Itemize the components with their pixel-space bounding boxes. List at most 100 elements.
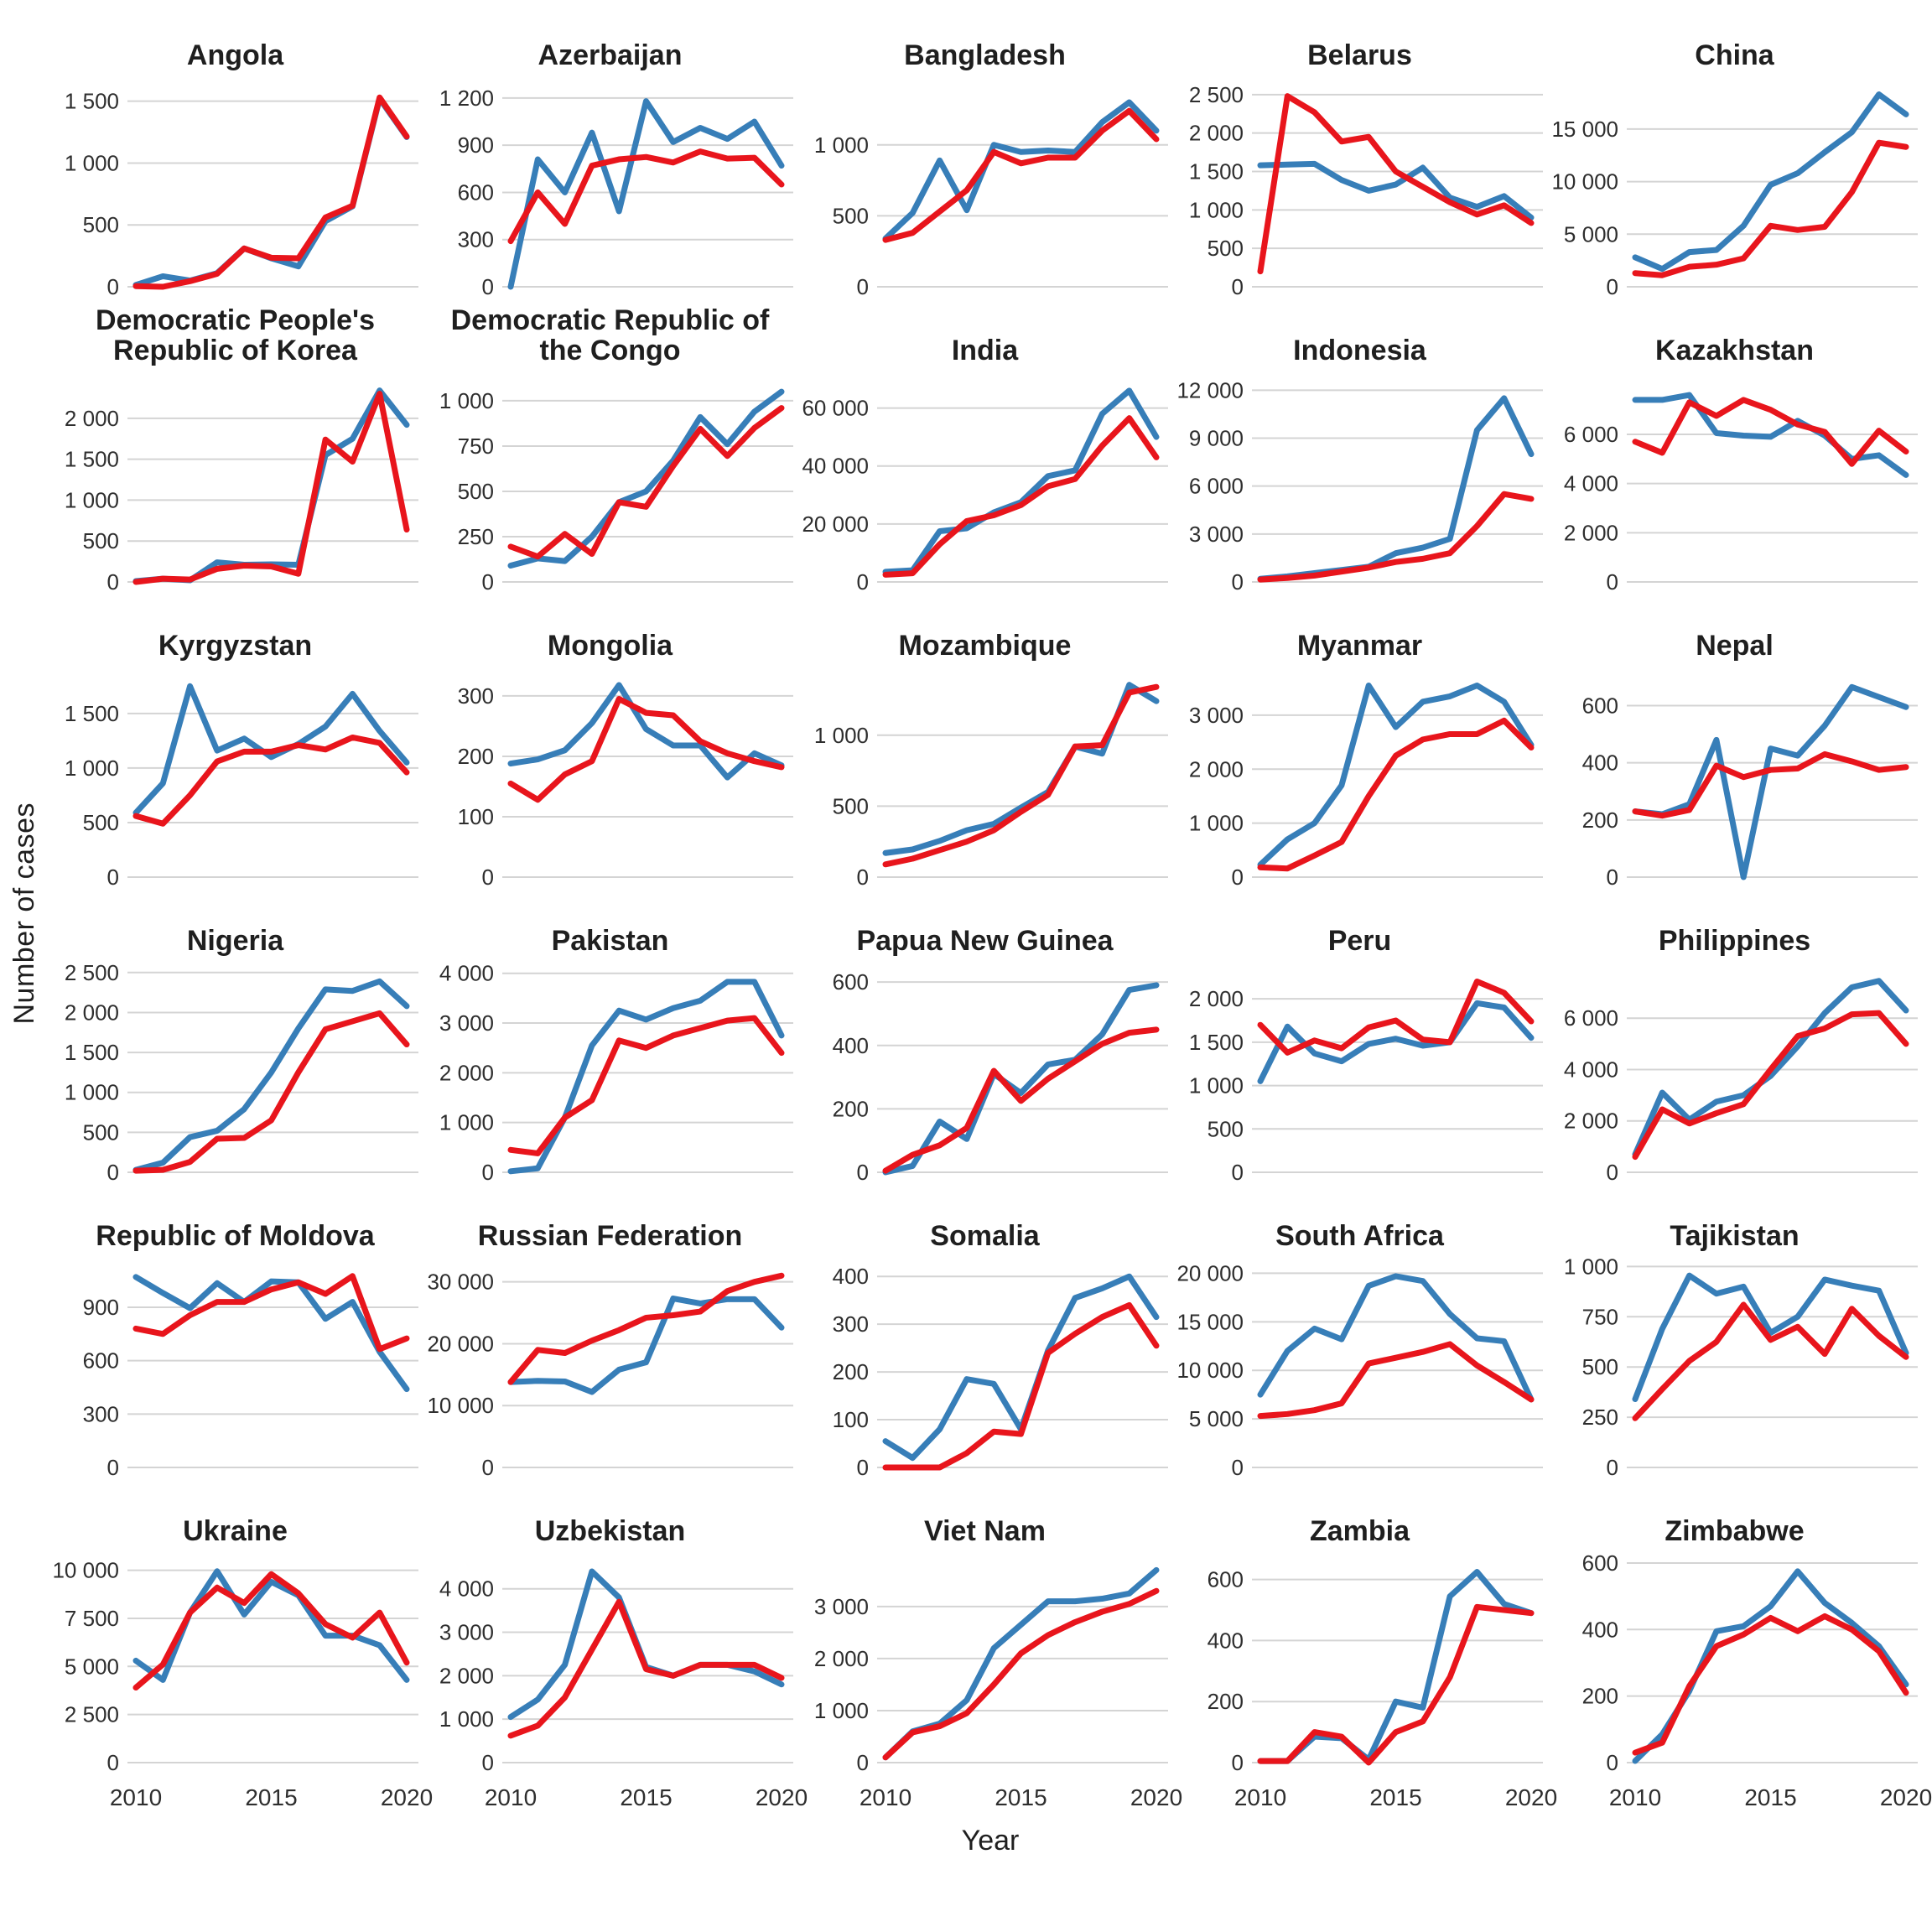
facet-title: Azerbaijan [538, 39, 683, 71]
y-axis-tick-label: 1 000 [814, 723, 869, 748]
series-red-line [1632, 750, 1909, 819]
line-chart-angola: 0 500 1 000 1 500 [65, 89, 418, 299]
series-red-line [507, 1598, 785, 1739]
facet-title: India [951, 334, 1019, 366]
x-axis-tick-label: 2020 [1504, 1784, 1558, 1810]
y-axis-tick-label: 750 [458, 434, 494, 459]
series-red-line [132, 1273, 410, 1353]
y-axis-tick-label: 0 [1607, 1455, 1618, 1480]
y-axis-tick-label: 400 [1208, 1628, 1244, 1653]
facet-title: Ukraine [183, 1514, 288, 1547]
facet-title: Kazakhstan [1655, 334, 1814, 366]
y-axis-tick-label: 1 000 [439, 1110, 494, 1135]
series-blue-line [1632, 91, 1909, 273]
y-axis-tick-label: 10 000 [427, 1393, 494, 1418]
y-axis-tick-label: 600 [1582, 693, 1618, 718]
facet-angola: Angola 0 500 1 000 1 500 [49, 12, 422, 302]
y-axis-tick-label: 4 000 [439, 961, 494, 986]
y-axis-tick-label: 0 [1607, 1750, 1618, 1775]
series-red-line [507, 148, 785, 245]
facet-title: Peru [1327, 924, 1392, 957]
facet-title: South Africa [1275, 1219, 1444, 1252]
line-chart-zambia: 0 200 400 600 [1208, 1567, 1543, 1775]
line-chart-democratic-people-s-republic-of-korea: 0 500 1 000 1 500 2 000 [65, 387, 418, 595]
facet-viet-nam: Viet Nam 0 1 000 2 000 3 000 2010 2015 2020 [798, 1488, 1182, 1811]
y-axis-tick-label: 300 [833, 1311, 869, 1337]
facet-papua-new-guinea: Papua New Guinea 0 200 400 600 [798, 897, 1171, 1187]
series-red-line [507, 1272, 785, 1385]
y-axis-tick-label: 2 500 [1189, 82, 1244, 107]
y-axis-tick-label: 2 000 [65, 406, 119, 431]
x-axis-ticks: 2010 2015 2020 [1173, 1778, 1557, 1811]
series-red-line [507, 1015, 785, 1156]
y-axis-tick-label: 0 [1607, 865, 1618, 890]
y-axis-tick-label: 2 500 [65, 960, 119, 985]
series-red-line [1257, 1603, 1535, 1766]
y-axis-tick-label: 2 000 [439, 1663, 494, 1688]
y-axis-tick-label: 600 [833, 969, 869, 995]
facet-title: Angola [186, 39, 284, 71]
facet-russian-federation: Russian Federation 0 10 000 20 000 30 000 [423, 1192, 797, 1483]
y-axis-tick-label: 900 [458, 132, 494, 158]
series-blue-line [1632, 683, 1909, 880]
y-axis-tick-label: 200 [458, 744, 494, 769]
facet-title: Mozambique [898, 629, 1072, 662]
y-axis-tick-label: 1 500 [65, 89, 119, 114]
y-axis-tick-label: 1 500 [65, 701, 119, 726]
y-axis-tick-label: 1 000 [65, 1080, 119, 1105]
y-axis-tick-label: 2 000 [814, 1646, 869, 1671]
y-axis-tick-label: 1 000 [1189, 197, 1244, 222]
y-axis-tick-label: 20 000 [802, 512, 869, 537]
y-axis-tick-label: 4 000 [439, 1576, 494, 1602]
facet-democratic-republic-of-the-congo: Democratic Republic of the Congo 0 250 500 7… [423, 305, 797, 597]
y-axis-tick-label: 3 000 [439, 1620, 494, 1645]
x-axis-ticks: 2010 2015 2020 [49, 1778, 433, 1811]
series-red-line [882, 107, 1160, 243]
facet-uzbekistan: Uzbekistan 0 1 000 2 000 3 000 4 000 2010 2015 2… [423, 1488, 808, 1811]
y-axis-tick-label: 900 [83, 1295, 119, 1320]
y-axis-tick-label: 3 000 [814, 1594, 869, 1619]
x-axis-tick-label: 2020 [380, 1784, 434, 1810]
y-axis-tick-label: 0 [857, 1455, 869, 1480]
facet-south-africa: South Africa 0 5 000 10 000 15 000 20 000 [1173, 1192, 1546, 1483]
series-red-line [1257, 491, 1535, 583]
x-axis-tick-label: 2015 [1369, 1784, 1422, 1810]
series-blue-line [132, 1274, 410, 1393]
facet-title: Nigeria [186, 924, 284, 957]
series-blue-line [507, 388, 785, 569]
facet-somalia: Somalia 0 100 200 300 400 [798, 1192, 1171, 1483]
y-axis-tick-label: 6 000 [1564, 422, 1618, 447]
series-blue-line [1257, 1273, 1535, 1403]
series-red-line [1632, 139, 1909, 278]
line-chart-philippines: 0 2 000 4 000 6 000 [1564, 978, 1918, 1185]
y-axis-tick-label: 500 [83, 810, 119, 835]
line-chart-belarus: 0 500 1 000 1 500 2 000 2 500 [1189, 82, 1543, 299]
x-axis-tick-label: 2015 [620, 1784, 673, 1810]
y-axis-tick-label: 500 [83, 528, 119, 553]
line-chart-ukraine: 0 2 500 5 000 7 500 10 000 [52, 1558, 418, 1775]
series-blue-line [507, 979, 785, 1175]
line-chart-indonesia: 0 3 000 6 000 9 000 12 000 [1176, 377, 1543, 595]
series-blue-line [882, 99, 1160, 242]
x-axis-tick-label: 2015 [1744, 1784, 1797, 1810]
facet-grid: Angola 0 500 1 000 1 500 Azerbaijan 0 300 600 900… [49, 12, 1932, 1811]
y-axis-tick-label: 0 [1232, 569, 1244, 595]
y-axis-tick-label: 2 000 [1189, 986, 1244, 1011]
facet-title: Nepal [1696, 629, 1774, 662]
y-axis-tick-label: 15 000 [1176, 1309, 1244, 1334]
line-chart-democratic-republic-of-the-congo: 0 250 500 750 1 000 [439, 388, 793, 595]
y-axis-tick-label: 400 [1582, 1617, 1618, 1642]
facet-democratic-people-s-republic-of-korea: Democratic People's Republic of Korea 0 50… [49, 305, 422, 597]
y-axis-tick-label: 1 500 [1189, 1030, 1244, 1055]
facet-bangladesh: Bangladesh 0 500 1 000 [798, 12, 1171, 302]
y-axis-tick-label: 1 000 [814, 1698, 869, 1723]
y-axis-tick-label: 200 [1582, 1684, 1618, 1709]
y-axis-tick-label: 40 000 [802, 454, 869, 479]
facet-title: Kyrgyzstan [158, 629, 313, 662]
y-axis-tick-label: 1 000 [65, 150, 119, 175]
y-axis-tick-label: 10 000 [52, 1558, 119, 1583]
line-chart-bangladesh: 0 500 1 000 [814, 99, 1168, 299]
series-red-line [132, 94, 410, 290]
series-blue-line [1257, 683, 1535, 868]
y-axis-tick-label: 1 000 [439, 388, 494, 413]
